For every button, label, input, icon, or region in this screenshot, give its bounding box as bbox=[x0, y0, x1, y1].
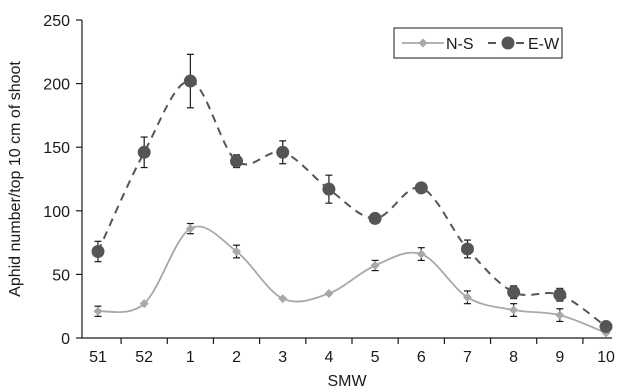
data-point bbox=[507, 285, 521, 299]
legend-label-n-s: N-S bbox=[446, 36, 474, 53]
legend-label-e-w: E-W bbox=[528, 36, 560, 53]
data-point bbox=[555, 310, 565, 320]
data-point bbox=[276, 145, 290, 159]
y-tick-label: 50 bbox=[52, 267, 70, 284]
series-line bbox=[97, 80, 607, 328]
data-point bbox=[368, 211, 382, 225]
x-tick-label: 5 bbox=[371, 349, 380, 366]
data-point bbox=[230, 154, 244, 168]
x-tick-label: 51 bbox=[89, 349, 107, 366]
x-tick-label: 1 bbox=[186, 349, 195, 366]
x-tick-label: 4 bbox=[324, 349, 333, 366]
data-point bbox=[139, 299, 149, 309]
y-tick-label: 150 bbox=[43, 140, 70, 157]
series-n-s bbox=[93, 222, 611, 338]
series-line bbox=[97, 225, 607, 334]
y-tick-label: 250 bbox=[43, 13, 70, 30]
x-axis-title: SMW bbox=[327, 373, 367, 390]
x-tick-label: 10 bbox=[597, 349, 615, 366]
plot-area bbox=[91, 53, 613, 338]
data-point bbox=[278, 294, 288, 304]
x-tick-label: 7 bbox=[463, 349, 472, 366]
data-point bbox=[462, 292, 472, 302]
series-e-w bbox=[91, 53, 613, 334]
axes: 0 50 100 150 200 250 51 52 1 2 3 4 5 6 7 8 9 10 bbox=[43, 13, 615, 366]
x-tick-label: 3 bbox=[278, 349, 287, 366]
data-point bbox=[183, 74, 197, 88]
data-point bbox=[414, 181, 428, 195]
data-point bbox=[599, 320, 613, 334]
y-tick-label: 0 bbox=[61, 331, 70, 348]
x-tick-label: 52 bbox=[135, 349, 153, 366]
data-point bbox=[93, 306, 103, 316]
y-axis-title: Aphid number/top 10 cm of shoot bbox=[7, 61, 24, 297]
y-tick-label: 200 bbox=[43, 77, 70, 94]
data-point bbox=[91, 245, 105, 259]
legend: N-S E-W bbox=[393, 27, 563, 59]
y-tick-label: 100 bbox=[43, 204, 70, 221]
x-tick-label: 6 bbox=[417, 349, 426, 366]
x-tick-label: 2 bbox=[232, 349, 241, 366]
data-point bbox=[509, 305, 519, 315]
x-tick-label: 9 bbox=[555, 349, 564, 366]
data-point bbox=[137, 145, 151, 159]
data-point bbox=[370, 260, 380, 270]
data-point bbox=[460, 242, 474, 256]
legend-marker-n-s bbox=[418, 38, 428, 48]
data-point bbox=[232, 247, 242, 257]
data-point bbox=[185, 224, 195, 234]
data-point bbox=[416, 249, 426, 259]
data-point bbox=[324, 288, 334, 298]
data-point bbox=[322, 182, 336, 196]
legend-marker-e-w bbox=[501, 36, 515, 50]
x-tick-label: 8 bbox=[509, 349, 518, 366]
data-point bbox=[553, 288, 567, 302]
